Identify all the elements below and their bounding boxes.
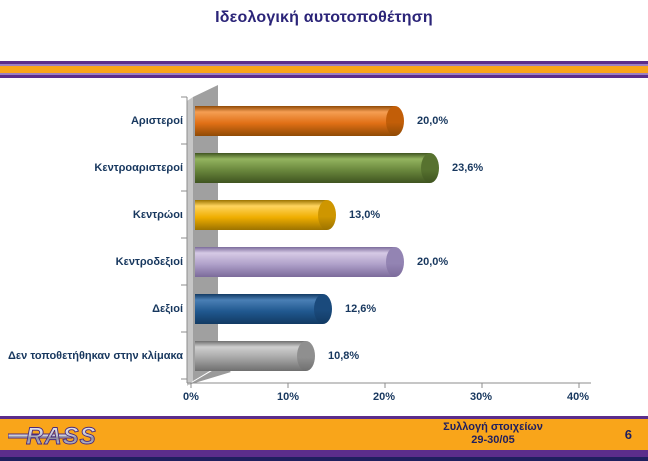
- footer-note: Συλλογή στοιχείων 29-30/05: [408, 421, 578, 447]
- bar-value-label: 12,6%: [345, 303, 377, 315]
- bar: [195, 200, 336, 230]
- footer-note-line1: Συλλογή στοιχείων: [443, 421, 543, 433]
- category-label: Κεντρώοι: [132, 209, 183, 221]
- bar-value-label: 20,0%: [417, 115, 449, 127]
- category-label: Κεντροαριστεροί: [94, 162, 183, 174]
- category-label: Κεντροδεξιοί: [115, 256, 183, 268]
- rass-logo-strike-line: [8, 433, 73, 439]
- rass-logo-text: RASS: [26, 423, 97, 450]
- stripe-purple-top: [0, 61, 648, 64]
- x-axis-tick-label: 30%: [469, 391, 493, 403]
- bar-value-label: 20,0%: [417, 256, 449, 268]
- x-axis-ticks: [190, 383, 580, 388]
- bar-end-cap: [297, 341, 315, 371]
- footer: RASS Συλλογή στοιχείων 29-30/05 6: [0, 416, 648, 461]
- category-label: Αριστεροί: [130, 115, 183, 127]
- x-axis-tick-label: 0%: [183, 391, 199, 403]
- bar-end-cap: [386, 106, 404, 136]
- bar-end-cap: [421, 153, 439, 183]
- bar: [195, 341, 315, 371]
- bar: [195, 294, 332, 324]
- rass-logo: RASS: [8, 423, 97, 450]
- stripe-band: [0, 61, 648, 78]
- bar: [195, 106, 404, 136]
- footer-orange-band: RASS Συλλογή στοιχείων 29-30/05 6: [0, 419, 648, 450]
- bar-chart: Αριστεροί 20,0% Κεντροαριστεροί 23,6% Κεντρώ…: [0, 78, 648, 418]
- x-axis-tick-label: 20%: [372, 391, 396, 403]
- stripe-light-purple-bottom: [0, 73, 648, 75]
- bar-end-cap: [318, 200, 336, 230]
- page-number: 6: [624, 427, 632, 442]
- footer-purple-line-top: [0, 416, 648, 419]
- stripe-purple-bottom: [0, 75, 648, 78]
- y-axis-ticks: [181, 96, 187, 380]
- bar: [195, 153, 439, 183]
- bar-end-cap: [386, 247, 404, 277]
- x-axis-tick-label: 40%: [566, 391, 590, 403]
- bar-value-label: 10,8%: [328, 350, 360, 362]
- page-title: Ιδεολογική αυτοτοποθέτηση: [215, 9, 433, 26]
- stripe-orange: [0, 66, 648, 73]
- bar: [195, 247, 404, 277]
- x-axis-tick-label: 10%: [276, 391, 300, 403]
- chart-3d-wall-side: [187, 97, 193, 386]
- bar-end-cap: [314, 294, 332, 324]
- footer-purple-line-bottom: [0, 450, 648, 457]
- bar-value-label: 23,6%: [452, 162, 484, 174]
- category-label: Δεν τοποθετήθηκαν στην κλίμακα: [8, 350, 183, 362]
- footer-navy-line-bottom: [0, 457, 648, 461]
- category-label: Δεξιοί: [152, 303, 183, 315]
- bar-value-label: 13,0%: [349, 209, 381, 221]
- footer-note-line2: 29-30/05: [471, 434, 515, 446]
- stripe-light-purple-top: [0, 64, 648, 66]
